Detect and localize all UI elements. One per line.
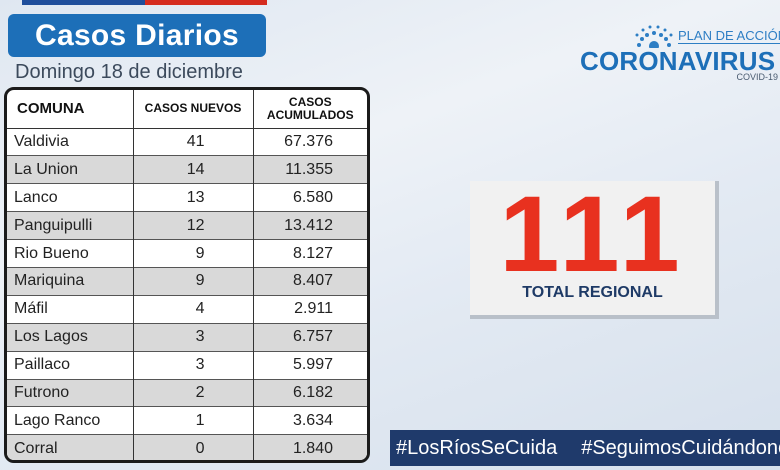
cell-comuna: Corral	[7, 434, 134, 460]
cell-acumulados: 8.127	[253, 239, 367, 268]
table-row: Rio Bueno 9 8.127	[7, 239, 367, 268]
flag-blue-stripe	[22, 0, 145, 5]
logo-sub-text: COVID-19	[736, 72, 778, 82]
cell-acumulados: 2.911	[253, 294, 367, 324]
cell-nuevos: 4	[133, 294, 254, 324]
logo-divider	[678, 43, 780, 44]
cell-nuevos: 1	[133, 406, 254, 435]
cell-nuevos: 41	[133, 127, 254, 156]
total-regional-card: 111 TOTAL REGIONAL	[470, 173, 719, 319]
cell-comuna: Valdivia	[7, 127, 134, 156]
hashtag-los-rios: #LosRíosSeCuida	[396, 436, 558, 459]
page-title: Casos Diarios	[8, 14, 266, 57]
table-row: La Union 14 11.355	[7, 155, 367, 184]
header-casos-nuevos: CASOS NUEVOS	[133, 90, 254, 129]
total-label: TOTAL REGIONAL	[522, 284, 663, 301]
total-value: 111	[499, 173, 686, 294]
table-row: Lanco 13 6.580	[7, 183, 367, 212]
table-row: Valdivia 41 67.376	[7, 127, 367, 156]
cell-nuevos: 3	[133, 322, 254, 352]
table-row: Panguipulli 12 13.412	[7, 211, 367, 240]
table-row: Corral 0 1.840	[7, 434, 367, 460]
cell-comuna: Mariquina	[7, 266, 134, 296]
cell-nuevos: 12	[133, 211, 254, 240]
cell-comuna: Lanco	[7, 183, 134, 212]
cell-comuna: Paillaco	[7, 350, 134, 380]
cell-nuevos: 13	[133, 183, 254, 212]
table-row: Mariquina 9 8.407	[7, 266, 367, 296]
flag-red-stripe	[144, 0, 267, 5]
cases-table: COMUNA CASOS NUEVOS CASOS ACUMULADOS Val…	[4, 87, 370, 463]
sun-arc-icon	[635, 25, 673, 48]
cell-nuevos: 0	[133, 434, 254, 460]
cell-acumulados: 6.182	[253, 378, 367, 407]
header-comuna: COMUNA	[7, 90, 134, 129]
table-row: Máfil 4 2.911	[7, 294, 367, 324]
hashtag-seguimos: #SeguimosCuidándonos	[581, 436, 780, 459]
table-row: Futrono 2 6.182	[7, 378, 367, 407]
header-casos-acumulados: CASOS ACUMULADOS	[253, 90, 367, 129]
logo-plan-text: PLAN DE ACCIÓN	[678, 28, 780, 43]
table-row: Lago Ranco 1 3.634	[7, 406, 367, 435]
flag-strip	[22, 0, 267, 5]
cell-acumulados: 3.634	[253, 406, 367, 435]
cell-acumulados: 67.376	[253, 127, 367, 156]
logo-main-text: CORONAVIRUS	[580, 46, 776, 76]
cell-comuna: Rio Bueno	[7, 239, 134, 268]
table-header-row: COMUNA CASOS NUEVOS CASOS ACUMULADOS	[7, 90, 367, 129]
cell-nuevos: 14	[133, 155, 254, 184]
cell-acumulados: 6.580	[253, 183, 367, 212]
cell-acumulados: 13.412	[253, 211, 367, 240]
cell-comuna: Máfil	[7, 294, 134, 324]
cell-nuevos: 2	[133, 378, 254, 407]
table-row: Paillaco 3 5.997	[7, 350, 367, 380]
report-date: Domingo 18 de diciembre	[15, 61, 243, 83]
plan-de-accion-logo: PLAN DE ACCIÓN CORONAVIRUS COVID-19	[578, 22, 780, 86]
cell-nuevos: 9	[133, 239, 254, 268]
cell-comuna: Los Lagos	[7, 322, 134, 352]
cell-comuna: La Union	[7, 155, 134, 184]
cell-acumulados: 5.997	[253, 350, 367, 380]
hashtag-banner: #LosRíosSeCuida #SeguimosCuidándonos	[390, 430, 780, 466]
cell-acumulados: 1.840	[253, 434, 367, 460]
cell-comuna: Panguipulli	[7, 211, 134, 240]
cell-acumulados: 6.757	[253, 322, 367, 352]
cell-acumulados: 11.355	[253, 155, 367, 184]
cell-nuevos: 3	[133, 350, 254, 380]
cell-acumulados: 8.407	[253, 266, 367, 296]
cell-comuna: Futrono	[7, 378, 134, 407]
cell-nuevos: 9	[133, 266, 254, 296]
table-row: Los Lagos 3 6.757	[7, 322, 367, 352]
cell-comuna: Lago Ranco	[7, 406, 134, 435]
